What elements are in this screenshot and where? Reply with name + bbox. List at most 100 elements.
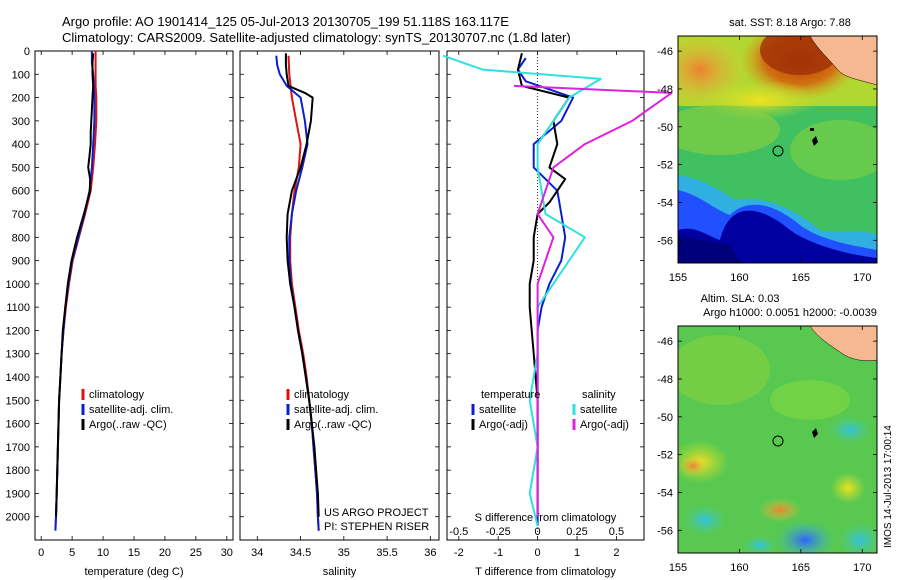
x-tick-label: 35.5 (376, 547, 397, 559)
x-tick-label: 30 (221, 547, 233, 559)
sst-map: sat. SST: 8.18 Argo: 7.88 155 160 165 170 -4… (657, 17, 878, 284)
legend-entry: satellite (479, 404, 516, 416)
legend-entry: climatology (294, 389, 350, 401)
y-tick-label: 1900 (6, 488, 30, 500)
sla-map-float-marker (772, 435, 784, 447)
y-tick-label: 300 (12, 116, 30, 128)
x-tick-label: 34 (251, 547, 263, 559)
inner-tick-label: 0 (535, 526, 541, 538)
y-tick-label: 1400 (6, 372, 30, 384)
inner-tick-label: -0.25 (486, 526, 511, 538)
legend-entry: Argo(..raw -QC) (89, 419, 167, 431)
map-y-tick-label: -50 (657, 412, 673, 424)
y-tick-label: 1600 (6, 419, 30, 431)
map-x-tick-label: 155 (669, 272, 687, 284)
map-y-tick-label: -46 (657, 46, 673, 58)
inner-axis-label: S difference from climatology (475, 512, 617, 524)
series-line (55, 53, 95, 517)
sla-map-field (678, 326, 877, 553)
x-tick-label: 0 (535, 547, 541, 559)
y-tick-label: 1500 (6, 395, 30, 407)
map-x-tick-label: 160 (730, 562, 748, 574)
legend-entry: satellite-adj. clim. (89, 404, 173, 416)
x-tick-label: 25 (190, 547, 202, 559)
footer-stamp: IMOS 14-Jul-2013 17:00:14 (883, 425, 894, 548)
map-x-tick-label: 170 (853, 562, 871, 574)
series-line (284, 53, 320, 517)
y-tick-label: 700 (12, 209, 30, 221)
map-y-tick-label: -56 (657, 235, 673, 247)
map-y-tick-label: -52 (657, 160, 673, 172)
legend-header: salinity (582, 389, 616, 401)
y-tick-label: 500 (12, 162, 30, 174)
y-tick-label: 1800 (6, 465, 30, 477)
header-line2: Climatology: CARS2009. Satellite-adjuste… (62, 30, 571, 45)
inner-tick-label: 0.25 (566, 526, 587, 538)
y-tick-label: 600 (12, 186, 30, 198)
y-tick-label: 1700 (6, 442, 30, 454)
y-tick-label: 1000 (6, 279, 30, 291)
map-x-tick-label: 160 (730, 272, 748, 284)
map-y-tick-label: -54 (657, 197, 673, 209)
legend-entry: Argo(..raw -QC) (294, 419, 372, 431)
map-y-tick-label: -54 (657, 487, 673, 499)
sla-map-ticks: 155 160 165 170 -46 -48 -50 -52 -54 -56 (657, 326, 877, 574)
map-x-tick-label: 165 (792, 562, 810, 574)
legend-entry: climatology (89, 389, 145, 401)
y-tick-label: 200 (12, 93, 30, 105)
map-y-tick-label: -50 (657, 122, 673, 134)
x-tick-label: 35 (338, 547, 350, 559)
map-x-tick-label: 170 (853, 272, 871, 284)
x-tick-label: -2 (454, 547, 464, 559)
y-tick-label: 0 (24, 46, 30, 58)
y-tick-label: 1200 (6, 325, 30, 337)
difference-profile: -2 -1 0 1 2 T difference from climatology -0.5… (442, 50, 673, 578)
y-tick-label: 1300 (6, 349, 30, 361)
x-axis-label: T difference from climatology (475, 566, 616, 578)
series-line (513, 84, 673, 517)
sst-map-ticks: 155 160 165 170 -46 -48 -50 -52 -54 -56 (657, 36, 877, 284)
sst-map-float-marker (772, 145, 784, 157)
profile-panels: 0100200300400500600700800900100011001200… (6, 46, 673, 578)
x-tick-label: 36 (424, 547, 436, 559)
y-tick-label: 400 (12, 139, 30, 151)
salinity-profile: 34 34.5 35 35.5 36 salinity climatology satelli… (239, 50, 440, 578)
map-y-tick-label: -46 (657, 336, 673, 348)
sla-map: Altim. SLA: 0.03 Argo h1000: 0.0051 h200… (657, 293, 878, 574)
temperature-profile-frame (34, 50, 234, 541)
map-y-tick-label: -48 (657, 374, 673, 386)
y-tick-label: 2000 (6, 512, 30, 524)
annotation-text: PI: STEPHEN RISER (324, 521, 429, 533)
x-tick-label: 34.5 (290, 547, 311, 559)
y-tick-label: 100 (12, 69, 30, 81)
x-axis-label: salinity (323, 566, 357, 578)
x-tick-label: 15 (128, 547, 140, 559)
y-tick-label: 800 (12, 232, 30, 244)
x-tick-label: 10 (97, 547, 109, 559)
x-tick-label: 1 (574, 547, 580, 559)
legend-entry: Argo(-adj) (479, 419, 528, 431)
temperature-profile: 0100200300400500600700800900100011001200… (6, 46, 234, 578)
sla-map-subtitle: Argo h1000: 0.0051 h2000: -0.0039 (703, 307, 877, 319)
x-axis-label: temperature (deg C) (84, 566, 183, 578)
annotation-text: US ARGO PROJECT (324, 507, 429, 519)
map-x-tick-label: 155 (669, 562, 687, 574)
map-y-tick-label: -48 (657, 84, 673, 96)
header-line1: Argo profile: AO 1901414_125 05-Jul-2013… (62, 14, 509, 29)
sla-map-title: Altim. SLA: 0.03 (701, 293, 780, 305)
legend-entry: satellite-adj. clim. (294, 404, 378, 416)
y-tick-label: 1100 (6, 302, 30, 314)
map-x-tick-label: 165 (792, 272, 810, 284)
map-y-tick-label: -56 (657, 525, 673, 537)
x-tick-label: -1 (493, 547, 503, 559)
inner-tick-label: -0.5 (449, 526, 468, 538)
legend-entry: Argo(-adj) (580, 419, 629, 431)
inner-tick-label: 0.5 (609, 526, 624, 538)
x-tick-label: 5 (69, 547, 75, 559)
y-tick-label: 900 (12, 256, 30, 268)
sst-map-field (678, 36, 877, 263)
salinity-profile-frame (239, 50, 440, 541)
map-y-tick-label: -52 (657, 450, 673, 462)
x-tick-label: 0 (38, 547, 44, 559)
